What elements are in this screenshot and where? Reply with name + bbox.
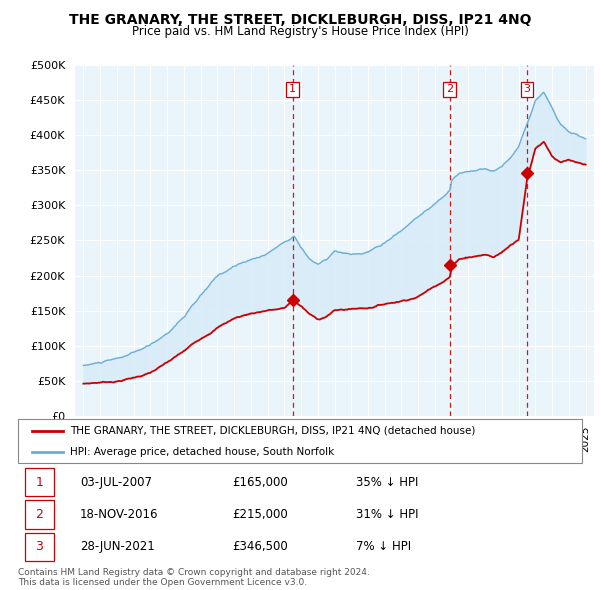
Text: £165,000: £165,000 xyxy=(232,476,288,489)
Text: 18-NOV-2016: 18-NOV-2016 xyxy=(80,508,158,521)
Text: Price paid vs. HM Land Registry's House Price Index (HPI): Price paid vs. HM Land Registry's House … xyxy=(131,25,469,38)
Text: £215,000: £215,000 xyxy=(232,508,288,521)
Bar xyxy=(25,500,53,529)
Text: HPI: Average price, detached house, South Norfolk: HPI: Average price, detached house, Sout… xyxy=(70,447,334,457)
Text: 2: 2 xyxy=(446,84,453,94)
Text: 2: 2 xyxy=(35,508,43,521)
Bar xyxy=(25,533,53,560)
Text: 31% ↓ HPI: 31% ↓ HPI xyxy=(356,508,419,521)
Text: 1: 1 xyxy=(289,84,296,94)
Text: 03-JUL-2007: 03-JUL-2007 xyxy=(80,476,152,489)
Text: Contains HM Land Registry data © Crown copyright and database right 2024.: Contains HM Land Registry data © Crown c… xyxy=(18,568,370,576)
Text: This data is licensed under the Open Government Licence v3.0.: This data is licensed under the Open Gov… xyxy=(18,578,307,587)
Text: 3: 3 xyxy=(523,84,530,94)
Text: £346,500: £346,500 xyxy=(232,540,288,553)
Text: THE GRANARY, THE STREET, DICKLEBURGH, DISS, IP21 4NQ (detached house): THE GRANARY, THE STREET, DICKLEBURGH, DI… xyxy=(70,426,475,436)
Text: THE GRANARY, THE STREET, DICKLEBURGH, DISS, IP21 4NQ: THE GRANARY, THE STREET, DICKLEBURGH, DI… xyxy=(69,13,531,27)
Text: 1: 1 xyxy=(35,476,43,489)
Text: 35% ↓ HPI: 35% ↓ HPI xyxy=(356,476,419,489)
Text: 3: 3 xyxy=(35,540,43,553)
Text: 28-JUN-2021: 28-JUN-2021 xyxy=(80,540,155,553)
Text: 7% ↓ HPI: 7% ↓ HPI xyxy=(356,540,412,553)
Bar xyxy=(25,468,53,496)
